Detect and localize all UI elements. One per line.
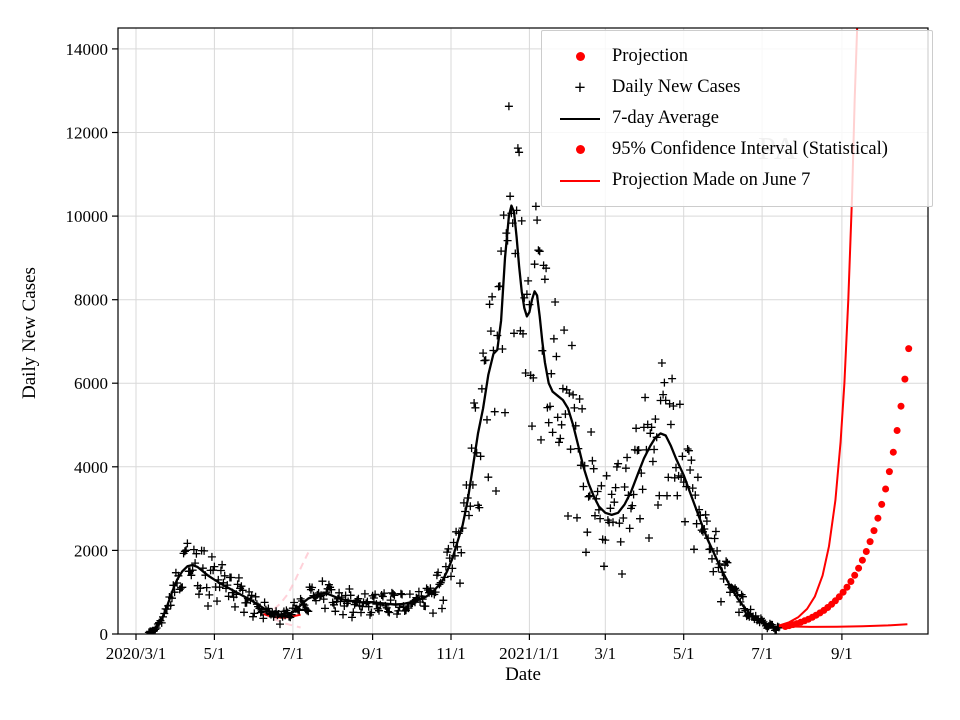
x-tick-label: 5/1 [204, 644, 226, 663]
legend-item: 7-day Average [554, 103, 920, 134]
x-tick-label: 2021/1/1 [499, 644, 559, 663]
x-tick-label: 3/1 [594, 644, 616, 663]
line-marker-icon [560, 179, 600, 182]
y-axis-label: Daily New Cases [19, 267, 40, 399]
dot-marker-icon [575, 145, 585, 154]
legend-item: Projection [554, 41, 920, 72]
black-plus-icon: + [574, 76, 586, 99]
legend-item: 95% Confidence Interval (Statistical) [554, 134, 920, 165]
x-tick-label: 7/1 [751, 644, 773, 663]
x-tick-label: 11/1 [436, 644, 466, 663]
legend-label: Daily New Cases [612, 77, 741, 97]
x-axis-label: Date [505, 664, 541, 685]
legend-item: + Daily New Cases [554, 72, 920, 103]
x-tick-label: 9/1 [362, 644, 384, 663]
y-tick-label: 6000 [74, 374, 108, 393]
line-marker-icon [560, 117, 600, 120]
x-tick-label: 2020/3/1 [106, 644, 166, 663]
avg-7day-line [145, 204, 792, 634]
plot-series [144, 28, 913, 634]
axis-ticks [112, 48, 843, 640]
legend-label: Projection [612, 46, 689, 66]
y-tick-label: 12000 [66, 124, 109, 143]
y-tick-label: 4000 [74, 458, 108, 477]
red-dot-icon [554, 140, 606, 160]
legend-label: Projection Made on June 7 [612, 170, 811, 190]
red-dot-icon [554, 47, 606, 67]
y-tick-label: 2000 [74, 541, 108, 560]
legend-label: 95% Confidence Interval (Statistical) [612, 139, 888, 159]
tick-labels: 2020/3/1 5/1 7/1 9/1 11/1 2021/1/1 3/1 5/1 7/1 9/… [66, 40, 853, 663]
june7-ci-upper-line [262, 552, 310, 615]
x-tick-label: 9/1 [831, 644, 853, 663]
chart-legend: Projection + Daily New Cases 7-day Average 9… [541, 30, 933, 207]
ci-upper-line [778, 28, 859, 627]
projection-dots [781, 345, 913, 630]
x-tick-label: 7/1 [282, 644, 304, 663]
black-line-icon [554, 109, 606, 129]
y-tick-label: 14000 [66, 40, 109, 59]
y-tick-label: 10000 [66, 207, 109, 226]
legend-label: 7-day Average [612, 108, 720, 128]
plot-border [117, 27, 929, 635]
y-tick-label: 8000 [74, 291, 108, 310]
x-tick-label: 5/1 [673, 644, 695, 663]
dot-marker-icon [575, 52, 585, 61]
y-tick-label: 0 [100, 625, 109, 644]
red-line-icon [554, 171, 606, 191]
legend-item: Projection Made on June 7 [554, 165, 920, 196]
